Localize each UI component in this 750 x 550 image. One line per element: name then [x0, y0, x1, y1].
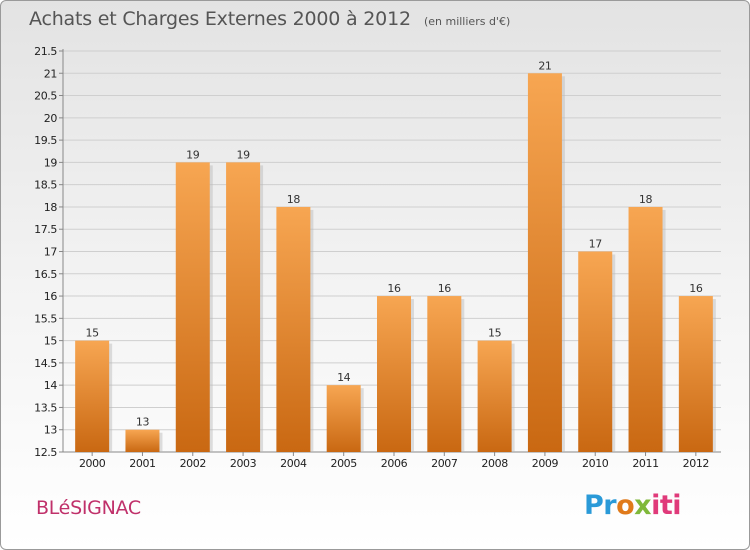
y-tick-label: 19.5: [34, 134, 57, 147]
x-tick-label: 2011: [632, 457, 658, 470]
y-tick-label: 13.5: [34, 401, 57, 414]
x-tick-label: 2005: [330, 457, 357, 470]
bar: [75, 340, 110, 452]
data-label: 18: [639, 193, 653, 206]
y-tick-label: 12.5: [34, 446, 57, 459]
data-label: 17: [589, 238, 603, 251]
y-tick-label: 19: [44, 156, 58, 169]
data-label: 16: [387, 282, 401, 295]
data-label: 16: [438, 282, 452, 295]
data-label: 14: [337, 371, 351, 384]
x-tick-label: 2003: [230, 457, 257, 470]
logo-part-o: o: [616, 490, 635, 521]
y-tick-label: 14: [44, 379, 58, 392]
bar: [678, 296, 713, 452]
y-tick-label: 17: [44, 246, 58, 259]
y-tick-label: 15: [44, 335, 58, 348]
data-label: 18: [287, 193, 301, 206]
x-tick-label: 2008: [481, 457, 508, 470]
x-tick-label: 2000: [79, 457, 106, 470]
bar: [175, 162, 210, 452]
y-tick-label: 21.5: [34, 45, 57, 58]
bar: [578, 251, 613, 452]
bar: [226, 162, 261, 452]
commune-name: BLéSIGNAC: [36, 497, 141, 519]
y-tick-label: 18.5: [34, 179, 57, 192]
bar: [377, 296, 411, 452]
x-tick-label: 2012: [683, 457, 709, 470]
chart-subtitle: (en milliers d'€): [423, 15, 511, 28]
data-label: 19: [236, 148, 250, 161]
bar: [427, 296, 462, 452]
title-row: Achats et Charges Externes 2000 à 2012 (…: [29, 8, 510, 30]
bar: [276, 206, 311, 452]
y-tick-label: 13: [44, 424, 58, 437]
bar: [326, 385, 361, 452]
y-tick-label: 16.5: [34, 268, 57, 281]
y-tick-label: 14.5: [34, 357, 57, 370]
data-label: 19: [186, 148, 200, 161]
logo-part-pr: Pr: [584, 490, 617, 521]
bar: [527, 73, 562, 453]
logo-part-x: x: [634, 490, 652, 521]
x-tick-label: 2001: [129, 457, 155, 470]
data-label: 21: [538, 59, 551, 72]
bar: [477, 340, 512, 452]
x-tick-label: 2010: [582, 457, 609, 470]
data-label: 16: [689, 282, 703, 295]
x-tick-label: 2009: [532, 457, 559, 470]
bar: [628, 206, 663, 452]
data-label: 15: [86, 327, 100, 340]
y-tick-label: 20.5: [34, 90, 57, 103]
y-tick-label: 16: [44, 290, 58, 303]
y-tick-label: 17.5: [34, 223, 57, 236]
y-tick-label: 15.5: [34, 312, 57, 325]
data-label: 13: [136, 416, 150, 429]
x-tick-label: 2007: [431, 457, 458, 470]
proxiti-logo: Proxiti: [584, 490, 682, 521]
x-tick-label: 2002: [180, 457, 206, 470]
data-label: 15: [488, 327, 502, 340]
y-tick-label: 21: [44, 67, 57, 80]
x-tick-label: 2006: [381, 457, 408, 470]
x-tick-label: 2004: [280, 457, 307, 470]
logo-part-iti: iti: [651, 490, 682, 521]
y-tick-label: 18: [44, 201, 58, 214]
y-tick-label: 20: [44, 112, 58, 125]
bar: [125, 429, 160, 452]
chart-title: Achats et Charges Externes 2000 à 2012: [29, 8, 411, 30]
